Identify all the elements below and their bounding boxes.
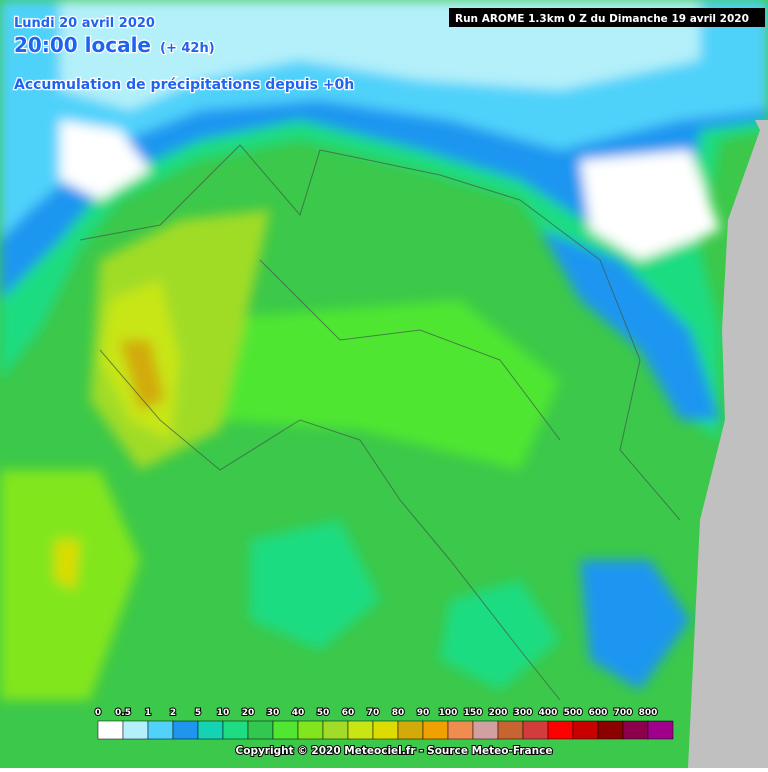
legend-swatch [647, 720, 674, 740]
legend-label: 300 [514, 708, 533, 718]
legend-label: 500 [564, 708, 583, 718]
legend-swatch [572, 720, 599, 740]
legend-label: 200 [489, 708, 508, 718]
legend-swatch [172, 720, 199, 740]
legend-swatch [247, 720, 274, 740]
legend-swatch [197, 720, 224, 740]
legend-label: 60 [342, 708, 355, 718]
legend-label: 0.5 [115, 708, 131, 718]
legend-label: 50 [317, 708, 330, 718]
legend-label: 90 [417, 708, 430, 718]
subtitle: Accumulation de précipitations depuis +0… [14, 77, 354, 93]
offset: (+ 42h) [160, 41, 215, 56]
legend-label: 10 [217, 708, 230, 718]
legend-label: 700 [614, 708, 633, 718]
legend-swatch [97, 720, 124, 740]
legend-swatch [522, 720, 549, 740]
legend-swatch [272, 720, 299, 740]
legend-swatch [222, 720, 249, 740]
date: Lundi 20 avril 2020 [14, 16, 155, 31]
legend: 0 0.5 1 2 5 10 20 30 40 50 60 70 80 90 100 150 200 300 400… [94, 707, 674, 740]
legend-label: 400 [539, 708, 558, 718]
legend-label: 600 [589, 708, 608, 718]
legend-label: 70 [367, 708, 380, 718]
legend-label: 800 [639, 708, 658, 718]
border-line [79, 144, 681, 521]
legend-swatch [297, 720, 324, 740]
border-line [259, 259, 561, 441]
time: 20:00 locale [14, 33, 151, 57]
legend-label: 0 [95, 708, 101, 718]
legend-label: 2 [170, 708, 176, 718]
legend-label: 30 [267, 708, 280, 718]
legend-label: 20 [242, 708, 255, 718]
out-of-domain [688, 120, 768, 768]
legend-swatch [597, 720, 624, 740]
legend-swatch [472, 720, 499, 740]
copyright: Copyright © 2020 Meteociel.fr - Source M… [236, 745, 553, 757]
run-info: Run AROME 1.3km 0 Z du Dimanche 19 avril… [455, 13, 749, 25]
legend-swatch [422, 720, 449, 740]
legend-label: 40 [292, 708, 305, 718]
run-box [449, 8, 765, 27]
legend-swatch [347, 720, 374, 740]
legend-swatch [447, 720, 474, 740]
legend-swatch [372, 720, 399, 740]
legend-label: 150 [464, 708, 483, 718]
legend-swatch [497, 720, 524, 740]
legend-swatch [547, 720, 574, 740]
legend-swatch [122, 720, 149, 740]
legend-swatch [622, 720, 649, 740]
legend-label: 80 [392, 708, 405, 718]
coast-line [99, 349, 561, 701]
legend-label: 100 [439, 708, 458, 718]
legend-label: 5 [195, 708, 201, 718]
legend-swatch [147, 720, 174, 740]
legend-label: 1 [145, 708, 151, 718]
legend-swatch [397, 720, 424, 740]
legend-swatch [322, 720, 349, 740]
